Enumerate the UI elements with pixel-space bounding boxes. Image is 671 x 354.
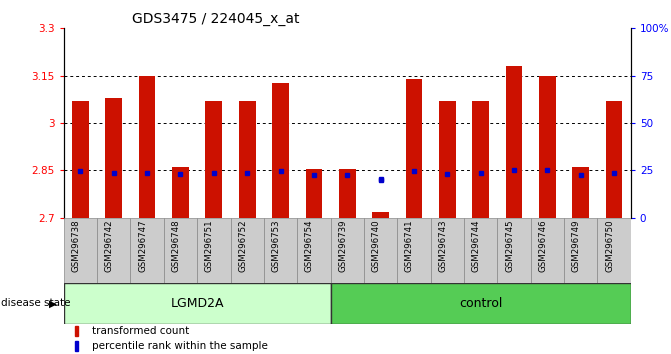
- Text: transformed count: transformed count: [92, 326, 189, 336]
- Text: GSM296751: GSM296751: [205, 220, 214, 272]
- Bar: [97, 218, 130, 283]
- Bar: [105, 98, 122, 218]
- Text: GSM296744: GSM296744: [472, 220, 480, 272]
- Text: GSM296739: GSM296739: [338, 220, 348, 272]
- Bar: [564, 218, 597, 283]
- Bar: [239, 101, 256, 218]
- Bar: [506, 65, 522, 218]
- Bar: [75, 326, 78, 336]
- Text: GSM296746: GSM296746: [538, 220, 548, 272]
- Bar: [606, 101, 623, 218]
- Bar: [264, 218, 297, 283]
- Text: disease state: disease state: [1, 298, 70, 308]
- Text: GSM296752: GSM296752: [238, 220, 247, 272]
- Bar: [439, 101, 456, 218]
- Bar: [372, 212, 389, 218]
- Text: ▶: ▶: [49, 298, 57, 308]
- Bar: [64, 218, 97, 283]
- Text: GSM296740: GSM296740: [372, 220, 380, 272]
- Bar: [272, 82, 289, 218]
- Bar: [405, 79, 422, 218]
- Bar: [75, 341, 78, 351]
- Text: GSM296750: GSM296750: [605, 220, 614, 272]
- Bar: [130, 218, 164, 283]
- Bar: [197, 218, 231, 283]
- Text: percentile rank within the sample: percentile rank within the sample: [92, 341, 268, 351]
- Text: GSM296745: GSM296745: [505, 220, 514, 272]
- Bar: [597, 218, 631, 283]
- Text: control: control: [459, 297, 503, 310]
- Bar: [339, 169, 356, 218]
- Text: GSM296738: GSM296738: [71, 220, 81, 272]
- Bar: [497, 218, 531, 283]
- Text: GSM296743: GSM296743: [438, 220, 448, 272]
- Bar: [297, 218, 331, 283]
- Bar: [331, 283, 631, 324]
- Bar: [64, 283, 331, 324]
- Bar: [72, 101, 89, 218]
- Bar: [572, 167, 589, 218]
- Bar: [364, 218, 397, 283]
- Text: LGMD2A: LGMD2A: [170, 297, 224, 310]
- Text: GSM296754: GSM296754: [305, 220, 314, 272]
- Text: GSM296753: GSM296753: [272, 220, 280, 272]
- Bar: [539, 76, 556, 218]
- Bar: [139, 76, 156, 218]
- Bar: [205, 101, 222, 218]
- Bar: [397, 218, 431, 283]
- Bar: [305, 169, 322, 218]
- Bar: [464, 218, 497, 283]
- Text: GSM296741: GSM296741: [405, 220, 414, 272]
- Bar: [231, 218, 264, 283]
- Text: GDS3475 / 224045_x_at: GDS3475 / 224045_x_at: [132, 12, 299, 26]
- Text: GSM296749: GSM296749: [572, 220, 580, 272]
- Text: GSM296742: GSM296742: [105, 220, 114, 272]
- Text: GSM296748: GSM296748: [172, 220, 180, 272]
- Bar: [172, 167, 189, 218]
- Text: GSM296747: GSM296747: [138, 220, 147, 272]
- Bar: [431, 218, 464, 283]
- Bar: [531, 218, 564, 283]
- Bar: [164, 218, 197, 283]
- Bar: [472, 101, 489, 218]
- Bar: [331, 218, 364, 283]
